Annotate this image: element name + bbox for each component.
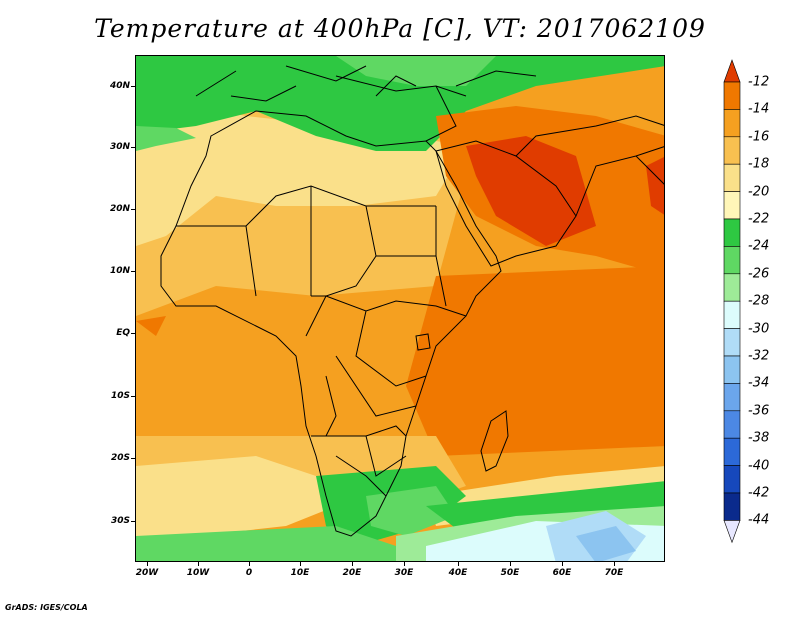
colorbar-label: -16 [748,129,770,145]
colorbar-cell [723,465,741,494]
colorbar-bottom-arrow [723,520,741,544]
colorbar-label: -12 [748,74,770,90]
lat-label: 10S [110,391,130,401]
colorbar-label: -38 [748,430,770,446]
lon-label: 70E [604,568,624,578]
lat-tick [131,209,135,210]
field-south-green [136,526,434,561]
colorbar-cell [723,136,741,165]
lon-tick [458,562,459,566]
footer-credit: GrADS: IGES/COLA [5,603,88,612]
colorbar-label: -30 [748,321,770,337]
field-cold-blue-dark [576,526,636,561]
border-south [311,375,407,497]
map-plot [135,55,665,562]
madagascar-coastline [480,410,509,472]
colorbar-cell [723,81,741,110]
coastlines [160,65,664,537]
lon-tick [510,562,511,566]
lon-tick [352,562,353,566]
lat-tick [131,458,135,459]
lon-tick [147,562,148,566]
lat-tick [131,147,135,148]
colorbar-cell [723,437,741,466]
lat-label: 20S [110,453,130,463]
field-mediterranean [136,56,664,151]
lon-label: 40E [448,568,468,578]
colorbar-cell [723,273,741,302]
colorbar-cell [723,410,741,439]
colorbar-label: -34 [748,375,770,391]
colorbar-label: -22 [748,211,770,227]
lon-label: 20W [135,568,159,578]
border-mediterranean [230,75,467,142]
colorbar-label: -32 [748,348,770,364]
colorbar-label: -26 [748,266,770,282]
map-svg [136,56,664,561]
border-central [311,295,467,417]
colorbar-top-arrow [723,59,741,83]
lon-tick [404,562,405,566]
colorbar-label: -20 [748,184,770,200]
colorbar-label: -42 [748,485,770,501]
europe-coastline [195,65,537,97]
lon-label: 30E [394,568,414,578]
colorbar-cell [723,218,741,247]
lat-label: 30N [109,142,130,152]
lon-tick [614,562,615,566]
lake-victoria [415,333,431,351]
colorbar-cell [723,300,741,329]
lon-label: 50E [500,568,520,578]
lat-label: 10N [109,266,130,276]
colorbar-label: -28 [748,293,770,309]
colorbar-cell [723,163,741,192]
lat-tick [131,333,135,334]
lat-tick [131,271,135,272]
colorbar-cell [723,191,741,220]
persia-coastline [515,115,664,217]
colorbar-cell [723,328,741,357]
colorbar-label: -36 [748,403,770,419]
lon-tick [198,562,199,566]
lon-tick [300,562,301,566]
lon-tick [249,562,250,566]
lon-label: 0 [245,568,253,578]
chart-title: Temperature at 400hPa [C], VT: 201706210… [94,14,706,43]
lon-label: 10E [290,568,310,578]
colorbar-cell [723,355,741,384]
lon-label: 20E [342,568,362,578]
lat-label: 20N [109,204,130,214]
field-mediterranean-light [136,56,496,86]
field-india-max [646,157,664,215]
border-sahara [245,186,447,307]
lon-tick [562,562,563,566]
colorbar-label: -44 [748,512,770,528]
field-gulf-guinea [136,316,166,336]
field-arabia-max [466,136,596,246]
field-south-atlantic-pale [136,456,336,536]
lat-tick [131,521,135,522]
india-coastline [635,155,664,185]
colorbar-cell [723,246,741,275]
lat-label: EQ [116,328,130,338]
lon-label: 60E [552,568,572,578]
field-indian-ocean [406,266,664,456]
field-atlantic-green [136,126,196,151]
colorbar-cell [723,492,741,521]
lat-tick [131,86,135,87]
lat-tick [131,396,135,397]
colorbar-cell [723,383,741,412]
colorbar-cell [723,109,741,138]
colorbar-label: -40 [748,458,770,474]
field-southern-africa-light [366,486,456,536]
colorbar-label: -14 [748,101,770,117]
colorbar-label: -24 [748,238,770,254]
lat-label: 30S [110,516,130,526]
colorbar-label: -18 [748,156,770,172]
lon-label: 10W [186,568,210,578]
arabia-coastline [435,140,577,267]
lat-label: 40N [109,81,130,91]
